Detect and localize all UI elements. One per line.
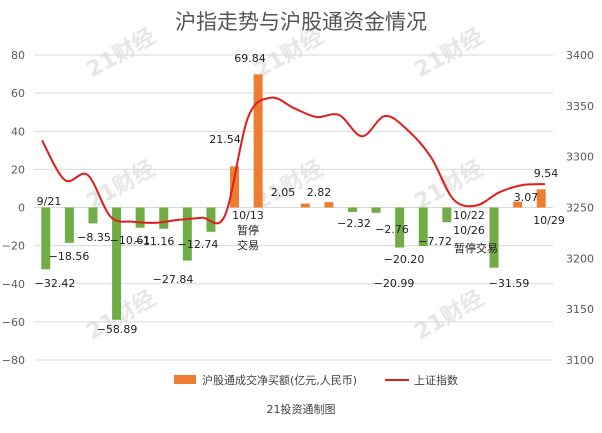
bar-data-label: −2.32: [337, 217, 371, 230]
annotation-label: 10/13: [232, 209, 264, 222]
bar: [159, 207, 169, 229]
right-axis-ticks: 3400 3350 3300 3250 3200 3150 3100: [566, 49, 594, 367]
annotation-label: 交易: [237, 238, 259, 252]
bar-labels: −32.42 −18.56 −8.35 −58.89 −10.61−11.16 −27.8…: [35, 52, 559, 336]
bar-data-label: −31.59: [489, 277, 530, 290]
y-right-tick-label: 3400: [566, 49, 594, 62]
y-left-tick-label: −40: [2, 278, 25, 291]
bar: [206, 207, 216, 232]
bar: [300, 203, 310, 208]
bar-data-label: −18.56: [49, 250, 90, 263]
bar: [324, 202, 334, 208]
chart-title: 沪指走势与沪股通资金情况: [175, 10, 427, 34]
y-left-tick-label: 0: [18, 202, 25, 215]
y-right-tick-label: 3150: [566, 303, 594, 316]
annotation-label: 10/29: [533, 214, 565, 227]
credit-label: 21投资通制图: [267, 402, 336, 416]
watermark-layer: 21财经21财经21财经21财经21财经21财经21财经21财经: [82, 23, 488, 345]
bar-data-label: 2.05: [271, 186, 296, 199]
bar-data-label: −20.20: [384, 253, 425, 266]
bar-data-label: −12.74: [178, 238, 219, 251]
y-right-tick-label: 3350: [566, 100, 594, 113]
bar-data-label: −7.72: [418, 235, 452, 248]
bar: [536, 189, 546, 208]
annotation-label: 暂停交易: [454, 241, 498, 255]
annotation-label: 9/21: [37, 195, 62, 208]
y-left-tick-label: −60: [2, 316, 25, 329]
y-left-tick-label: −20: [2, 240, 25, 253]
bar: [41, 207, 51, 270]
watermark-text: 21财经: [410, 285, 488, 345]
bar: [230, 166, 240, 208]
annotation-label: 暂停: [237, 223, 259, 237]
bar-data-label: 2.82: [307, 186, 332, 199]
y-left-tick-label: 20: [11, 163, 25, 176]
bar: [182, 207, 192, 261]
bar-data-label: −20.99: [374, 277, 415, 290]
legend: 沪股通成交净买额(亿元,人民币) 上证指数: [174, 373, 458, 387]
bar: [112, 207, 122, 320]
y-left-tick-label: −80: [2, 354, 25, 367]
bar: [135, 207, 145, 228]
bar: [418, 207, 428, 247]
bar-data-label: 3.07: [514, 191, 539, 204]
bar-data-label: −10.61: [110, 234, 151, 247]
index-line: [41, 96, 546, 225]
bar: [64, 207, 74, 243]
legend-line-label: 上证指数: [414, 373, 458, 387]
y-right-tick-label: 3100: [566, 354, 594, 367]
y-left-tick-label: 80: [11, 49, 25, 62]
bar: [395, 207, 405, 248]
y-right-tick-label: 3300: [566, 151, 594, 164]
annotation-label: 10/22: [453, 209, 485, 222]
y-left-tick-label: 60: [11, 87, 25, 100]
bar-data-label: −58.89: [97, 323, 138, 336]
y-right-tick-label: 3200: [566, 252, 594, 265]
bar: [253, 74, 263, 208]
y-right-tick-label: 3250: [566, 202, 594, 215]
watermark-text: 21财经: [82, 23, 160, 83]
legend-bar-swatch: [174, 375, 196, 384]
left-axis-ticks: 80 60 40 20 0 −20 −40 −60 −80: [2, 49, 25, 367]
bar-data-label: −11.16: [134, 235, 175, 248]
bar-data-label: −8.35: [77, 231, 111, 244]
bar: [88, 207, 98, 224]
bar: [489, 207, 499, 268]
bar: [442, 207, 452, 223]
bar-data-label: −27.84: [153, 273, 194, 286]
y-left-tick-label: 40: [11, 125, 25, 138]
bar-data-label: 21.54: [209, 133, 241, 146]
bar-data-label: −2.76: [375, 223, 409, 236]
bars: [41, 74, 546, 320]
bar-data-label: 69.84: [234, 52, 266, 65]
index-line-layer: [41, 96, 546, 225]
bar-data-label: −32.42: [35, 277, 76, 290]
legend-bar-label: 沪股通成交净买额(亿元,人民币): [202, 373, 357, 387]
annotation-label: 10/26: [453, 224, 485, 237]
bar-data-label: 9.54: [534, 167, 559, 180]
bar: [371, 207, 381, 213]
bar: [513, 201, 523, 208]
bar: [347, 207, 357, 212]
